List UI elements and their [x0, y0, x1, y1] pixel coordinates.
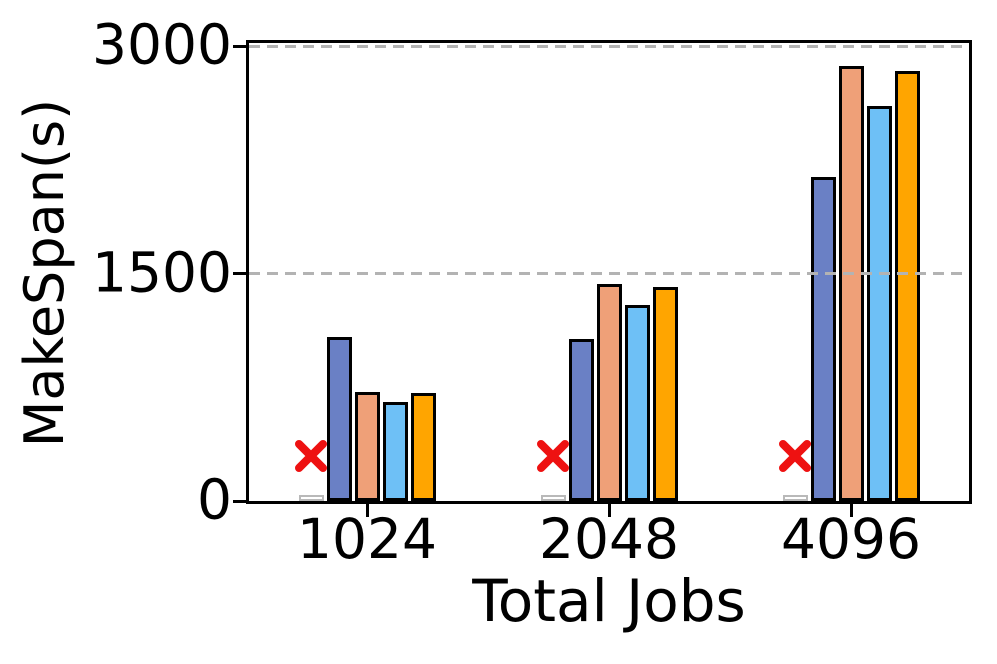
x-tick-mark-1024	[366, 504, 369, 517]
bar-failed-series-white-1024	[299, 495, 324, 501]
bar-series-slate-blue-4096	[811, 177, 836, 501]
bar-series-salmon-4096	[839, 66, 864, 501]
bar-series-slate-blue-2048	[569, 339, 594, 501]
y-tick-label-0: 0	[197, 467, 232, 532]
failed-x-marker-2048	[535, 438, 571, 474]
y-tick-mark-3000	[233, 45, 246, 48]
gridline-1500	[249, 272, 969, 275]
y-tick-label-1500: 1500	[92, 240, 232, 305]
x-tick-label-4096: 4096	[781, 507, 921, 571]
bar-series-sky-blue-4096	[867, 106, 892, 501]
x-axis-label: Total Jobs	[472, 567, 746, 635]
bar-series-slate-blue-1024	[327, 337, 352, 501]
y-tick-mark-1500	[233, 272, 246, 275]
x-tick-mark-2048	[608, 504, 611, 517]
gridline-3000	[249, 45, 969, 48]
bar-series-sky-blue-2048	[625, 305, 650, 501]
x-tick-label-2048: 2048	[539, 507, 679, 571]
bar-series-salmon-1024	[355, 392, 380, 501]
bar-series-orange-4096	[895, 71, 920, 501]
bar-series-orange-1024	[411, 393, 436, 501]
failed-x-marker-4096	[777, 438, 813, 474]
x-tick-mark-4096	[850, 504, 853, 517]
x-tick-label-1024: 1024	[297, 507, 437, 571]
y-axis-label: MakeSpan(s)	[13, 98, 76, 448]
bar-failed-series-white-4096	[783, 495, 808, 501]
plot-area	[246, 40, 972, 504]
bar-series-orange-2048	[653, 287, 678, 501]
bar-series-salmon-2048	[597, 284, 622, 501]
bar-series-sky-blue-1024	[383, 402, 408, 501]
failed-x-marker-1024	[293, 438, 329, 474]
y-tick-mark-0	[233, 500, 246, 503]
bar-failed-series-white-2048	[541, 495, 566, 501]
y-tick-label-3000: 3000	[92, 12, 232, 77]
